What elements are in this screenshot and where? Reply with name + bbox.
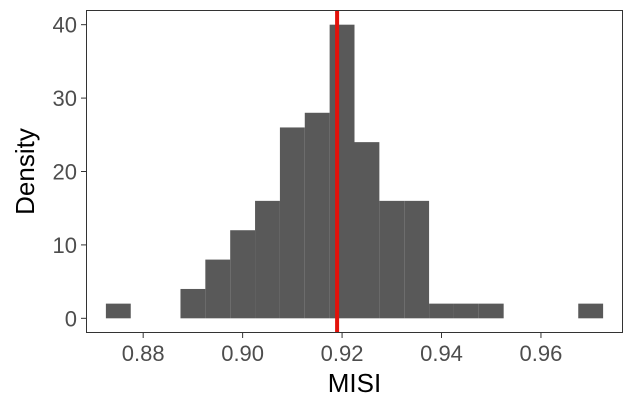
y-tick-label-1: 10	[53, 233, 77, 258]
panel-border	[86, 10, 623, 333]
histogram-bar-10	[404, 200, 430, 319]
histogram-bar-3	[230, 230, 256, 319]
histogram-bar-2	[205, 259, 231, 319]
x-tick-label-1: 0.90	[221, 341, 264, 366]
histogram-bar-14	[578, 303, 604, 319]
histogram-bar-6	[304, 112, 330, 319]
y-tick-label-4: 40	[53, 13, 77, 38]
histogram-bar-4	[255, 200, 280, 319]
x-tick-label-3: 0.94	[420, 341, 463, 366]
histogram-bar-11	[429, 303, 454, 319]
x-tick-label-0: 0.88	[122, 341, 165, 366]
y-tick-label-2: 20	[53, 160, 77, 185]
histogram-bar-12	[453, 303, 479, 319]
histogram-bar-13	[478, 303, 504, 319]
y-axis-ticks: 0 10 20 30 40	[53, 13, 86, 331]
x-tick-label-4: 0.96	[520, 341, 563, 366]
histogram-bar-8	[354, 142, 380, 319]
histogram-bars	[105, 24, 604, 319]
histogram-bar-5	[279, 127, 305, 319]
histogram-bar-7	[329, 24, 355, 319]
x-axis-ticks: 0.88 0.90 0.92 0.94 0.96	[122, 333, 563, 366]
x-axis-title: MISI	[328, 368, 381, 397]
y-tick-label-3: 30	[53, 86, 77, 111]
histogram-bar-9	[379, 200, 405, 319]
y-tick-label-0: 0	[65, 306, 77, 331]
histogram-bar-0	[105, 303, 131, 319]
histogram-bar-1	[180, 288, 206, 319]
y-axis-title: Density	[10, 128, 40, 215]
x-tick-label-2: 0.92	[321, 341, 364, 366]
